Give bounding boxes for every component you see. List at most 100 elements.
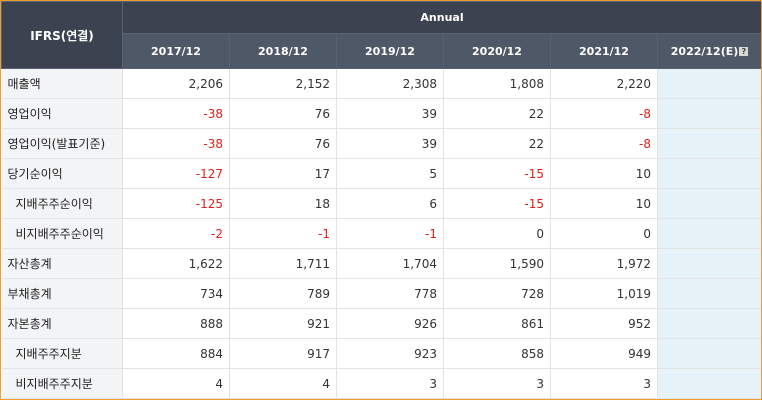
value-cell: -1 (229, 218, 337, 249)
value-cell: 0 (443, 218, 551, 249)
table-row: 비지배주주지분 4 4 3 3 3 (1, 368, 761, 399)
value-cell: 22 (443, 128, 551, 159)
estimate-cell (657, 278, 761, 309)
value-cell: -8 (550, 98, 658, 129)
estimate-cell (657, 128, 761, 159)
table-row: 매출액 2,206 2,152 2,308 1,808 2,220 (1, 68, 761, 99)
table-row: 비지배주주순이익 -2 -1 -1 0 0 (1, 218, 761, 249)
value-cell: 917 (229, 338, 337, 369)
value-cell: -1 (336, 218, 444, 249)
estimate-cell (657, 338, 761, 369)
row-label: 비지배주주지분 (1, 368, 123, 399)
value-cell: 39 (336, 98, 444, 129)
value-cell: 2,220 (550, 68, 658, 99)
value-cell: 1,972 (550, 248, 658, 279)
annual-group-header: Annual (121, 1, 761, 35)
value-cell: 888 (122, 308, 230, 339)
value-cell: 3 (443, 368, 551, 399)
value-cell: -127 (122, 158, 230, 189)
table-row: 영업이익 -38 76 39 22 -8 (1, 98, 761, 129)
value-cell: 6 (336, 188, 444, 219)
value-cell: 10 (550, 158, 658, 189)
column-header-year: 2021/12 (550, 33, 658, 69)
table-body: 매출액 2,206 2,152 2,308 1,808 2,220 영업이익 -38 76 39 2… (1, 68, 761, 399)
value-cell: 1,704 (336, 248, 444, 279)
estimate-cell (657, 188, 761, 219)
row-label: 자산총계 (1, 248, 123, 279)
value-cell: 1,019 (550, 278, 658, 309)
row-label: 자본총계 (1, 308, 123, 339)
value-cell: 926 (336, 308, 444, 339)
row-label: 영업이익 (1, 98, 123, 129)
column-header-estimate: 2022/12(E)? (656, 33, 761, 69)
estimate-cell (657, 218, 761, 249)
value-cell: 0 (550, 218, 658, 249)
column-header-year: 2020/12 (443, 33, 551, 69)
value-cell: -125 (122, 188, 230, 219)
value-cell: 1,808 (443, 68, 551, 99)
value-cell: 5 (336, 158, 444, 189)
value-cell: -15 (443, 158, 551, 189)
value-cell: 76 (229, 98, 337, 129)
row-label: 지배주주순이익 (1, 188, 123, 219)
estimate-cell (657, 68, 761, 99)
value-cell: 1,711 (229, 248, 337, 279)
value-cell: 4 (229, 368, 337, 399)
value-cell: -15 (443, 188, 551, 219)
row-label: 당기순이익 (1, 158, 123, 189)
value-cell: 2,206 (122, 68, 230, 99)
estimate-cell (657, 308, 761, 339)
value-cell: -38 (122, 98, 230, 129)
table-row: 자산총계 1,622 1,711 1,704 1,590 1,972 (1, 248, 761, 279)
table-row: 영업이익(발표기준) -38 76 39 22 -8 (1, 128, 761, 159)
estimate-cell (657, 248, 761, 279)
value-cell: 1,622 (122, 248, 230, 279)
estimate-cell (657, 98, 761, 129)
column-header-year: 2019/12 (336, 33, 444, 69)
column-header-year: 2017/12 (122, 33, 230, 69)
value-cell: 2,152 (229, 68, 337, 99)
estimate-year-label: 2022/12(E) (670, 44, 739, 58)
value-cell: 728 (443, 278, 551, 309)
column-header-year: 2018/12 (229, 33, 337, 69)
value-cell: 2,308 (336, 68, 444, 99)
table-row: 지배주주순이익 -125 18 6 -15 10 (1, 188, 761, 219)
value-cell: 39 (336, 128, 444, 159)
value-cell: 858 (443, 338, 551, 369)
value-cell: 884 (122, 338, 230, 369)
value-cell: 3 (336, 368, 444, 399)
table-row: 당기순이익 -127 17 5 -15 10 (1, 158, 761, 189)
value-cell: 952 (550, 308, 658, 339)
table-row: 자본총계 888 921 926 861 952 (1, 308, 761, 339)
value-cell: -2 (122, 218, 230, 249)
value-cell: 778 (336, 278, 444, 309)
table-row: 부채총계 734 789 778 728 1,019 (1, 278, 761, 309)
value-cell: -38 (122, 128, 230, 159)
row-label: 지배주주지분 (1, 338, 123, 369)
value-cell: 17 (229, 158, 337, 189)
estimate-cell (657, 158, 761, 189)
row-label: 부채총계 (1, 278, 123, 309)
row-label: 영업이익(발표기준) (1, 128, 123, 159)
row-label: 매출액 (1, 68, 123, 99)
estimate-cell (657, 368, 761, 399)
table-row: 지배주주지분 884 917 923 858 949 (1, 338, 761, 369)
row-label: 비지배주주순이익 (1, 218, 123, 249)
value-cell: 3 (550, 368, 658, 399)
value-cell: 1,590 (443, 248, 551, 279)
value-cell: 861 (443, 308, 551, 339)
value-cell: 10 (550, 188, 658, 219)
value-cell: 923 (336, 338, 444, 369)
question-icon[interactable]: ? (739, 46, 749, 56)
value-cell: 22 (443, 98, 551, 129)
value-cell: 76 (229, 128, 337, 159)
value-cell: 18 (229, 188, 337, 219)
value-cell: 789 (229, 278, 337, 309)
table-corner-header: IFRS(연결) (1, 1, 123, 69)
value-cell: 949 (550, 338, 658, 369)
value-cell: -8 (550, 128, 658, 159)
value-cell: 921 (229, 308, 337, 339)
value-cell: 734 (122, 278, 230, 309)
